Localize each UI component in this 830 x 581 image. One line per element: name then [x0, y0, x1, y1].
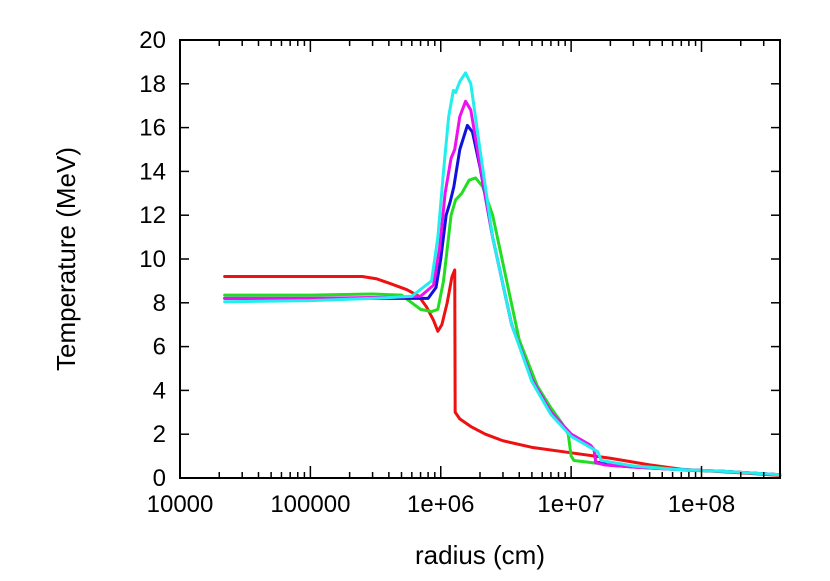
- y-tick-label: 4: [153, 377, 166, 404]
- y-tick-label: 0: [153, 465, 166, 492]
- y-axis-title: Temperature (MeV): [51, 147, 81, 371]
- y-tick-label: 10: [139, 246, 166, 273]
- y-tick-label: 12: [139, 202, 166, 229]
- y-tick-label: 2: [153, 421, 166, 448]
- y-tick-label: 14: [139, 158, 166, 185]
- plot-frame: [179, 39, 781, 479]
- y-tick-label: 16: [139, 115, 166, 142]
- y-tick-label: 6: [153, 334, 166, 361]
- x-tick-label: 1e+06: [407, 491, 474, 518]
- y-tick-label: 8: [153, 290, 166, 317]
- x-axis-title: radius (cm): [415, 540, 545, 570]
- x-tick-label: 100000: [270, 491, 350, 518]
- series-line-2: [223, 176, 782, 477]
- series-line-5: [223, 71, 782, 477]
- series-layer: [223, 71, 782, 477]
- ticks-layer: 0 2 4 6 8 10 12 14 16 18 20 10000 100000 1e+06 1e+07 1e…: [139, 27, 780, 518]
- series-line-1: [223, 268, 782, 477]
- x-tick-label: 1e+08: [668, 491, 735, 518]
- x-tick-label: 1e+07: [537, 491, 604, 518]
- x-tick-label: 10000: [147, 491, 214, 518]
- y-tick-label: 20: [139, 27, 166, 54]
- y-tick-label: 18: [139, 71, 166, 98]
